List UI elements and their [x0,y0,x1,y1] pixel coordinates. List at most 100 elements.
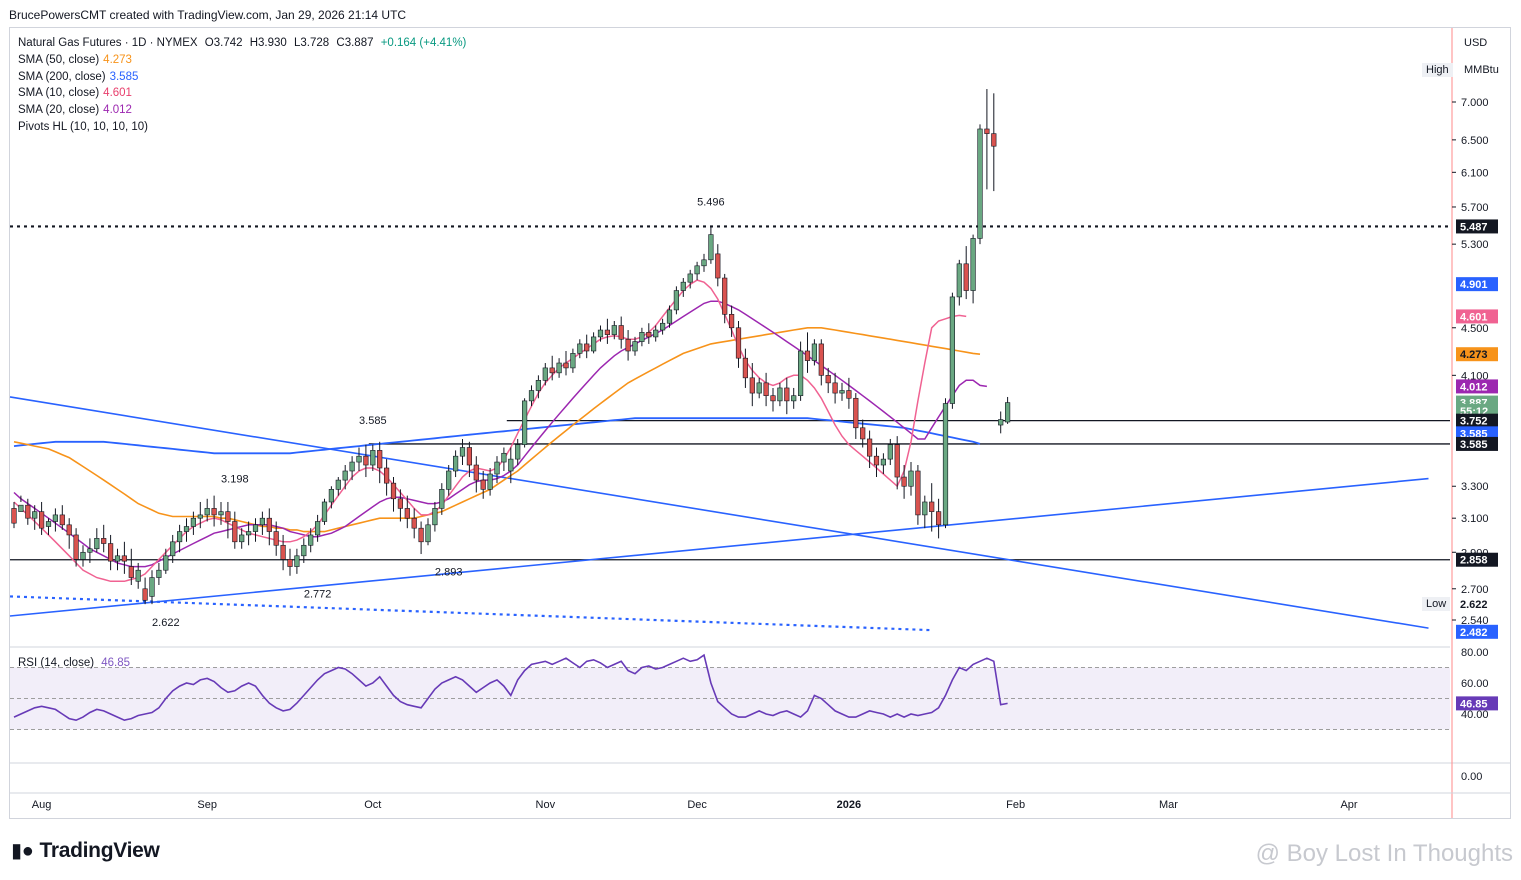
candle-body [473,464,479,481]
candle-body [252,524,259,532]
chart-frame [9,27,1511,819]
chart-caption: BrucePowersCMT created with TradingView.… [9,8,407,22]
time-tick-label: Feb [1006,799,1025,811]
candle-body [984,128,990,134]
unit-label[interactable]: MMBtu [1464,64,1499,76]
close-value: C3.887 [336,37,374,49]
candle-body [860,427,866,440]
candle-body [18,504,24,512]
candle-body [998,419,1004,426]
price-axis-badge-label: 4.012 [1460,381,1488,393]
price-axis-badge [1456,596,1498,611]
price-tick-label: 2.700 [1461,584,1489,596]
candle-body [577,343,583,354]
candle-body [411,517,417,529]
candle-body [659,322,666,331]
candle-body [728,314,735,329]
candle-body [908,470,914,487]
candle-body [611,325,617,335]
candle-body [273,531,279,546]
candle-body [259,517,266,526]
candle-body [949,296,955,404]
candle-body [452,455,459,472]
indicator-value: 3.585 [109,70,139,83]
candle-body [232,521,238,543]
candle-body [211,508,217,516]
candle-body [121,555,127,562]
trendline [9,477,1429,617]
indicator-label: SMA (50, close) [18,53,100,66]
candle-body [929,501,935,512]
candle-body [777,387,783,402]
currency-label[interactable]: USD [1464,37,1488,49]
candle-body [73,534,79,560]
candle-body [294,555,300,567]
candle-body [991,133,997,147]
candle-body [570,353,576,369]
candle-body [646,332,652,338]
indicator-sma50[interactable]: SMA (50, close) 4.273 [18,52,466,69]
price-axis-badge [1456,426,1498,441]
indicator-sma200[interactable]: SMA (200, close) 3.585 [18,69,466,86]
price-tick-label: 2.540 [1461,615,1489,627]
brand-name: TradingView [39,839,160,862]
indicator-value: 4.601 [103,87,132,100]
symbol-name: Natural Gas Futures · 1D · NYMEX [18,37,198,49]
candle-body [383,467,390,484]
candle-body [128,566,134,578]
pivot-label: 2.893 [435,567,463,579]
indicator-pivots[interactable]: Pivots HL (10, 10, 10, 10) [18,119,466,136]
candle-body [935,511,942,526]
tradingview-logo-icon: ▮● [11,840,34,862]
candle-body [197,514,203,519]
candle-body [487,473,493,490]
candle-body [763,382,769,396]
candle-body [397,498,404,509]
candle-body [11,508,17,524]
indicator-sma20[interactable]: SMA (20, close) 4.012 [18,102,466,119]
candle-body [190,517,197,527]
time-tick-label: Mar [1159,799,1178,811]
time-tick-label: Dec [687,799,707,811]
candle-body [715,253,721,279]
candle-body [45,521,52,527]
candle-body [701,259,707,267]
candle-body [1004,402,1011,423]
candle-body [101,538,107,544]
candle-body [308,534,314,546]
pivot-label: 5.496 [697,197,725,209]
candle-body [625,338,631,352]
candle-body [797,350,804,396]
candle-body [942,403,949,526]
price-axis-badge [1456,219,1498,234]
candle-body [287,559,293,567]
tradingview-logo[interactable]: ▮● TradingView [11,838,160,863]
candle-body [873,455,880,466]
candle-body [108,543,114,562]
candle-body [135,569,141,582]
candle-body [52,514,58,522]
candle-body [501,452,507,463]
high-value: H3.930 [249,37,287,49]
indicator-label: SMA (10, close) [18,87,100,100]
candle-body [494,461,500,475]
price-axis-badge [1456,696,1498,711]
candle-body [59,514,65,526]
price-axis-badge-label: 2.482 [1460,627,1488,639]
candle-body [653,329,659,338]
candle-body [687,273,693,283]
candle-body [177,531,183,543]
candle-body [811,343,817,361]
candle-body [142,588,148,601]
candle-body [342,470,348,481]
candle-body [32,511,38,519]
indicator-sma10[interactable]: SMA (10, close) 4.601 [18,85,466,102]
price-tick-label: 3.100 [1461,513,1489,525]
symbol-row[interactable]: Natural Gas Futures · 1D · NYMEX O3.742 … [18,35,466,52]
trendline [9,396,1429,629]
rsi-legend[interactable]: RSI (14, close) 46.85 [18,657,130,669]
pivot-label: 3.198 [221,473,249,485]
candle-body [356,455,362,463]
sma50-line [13,327,981,533]
